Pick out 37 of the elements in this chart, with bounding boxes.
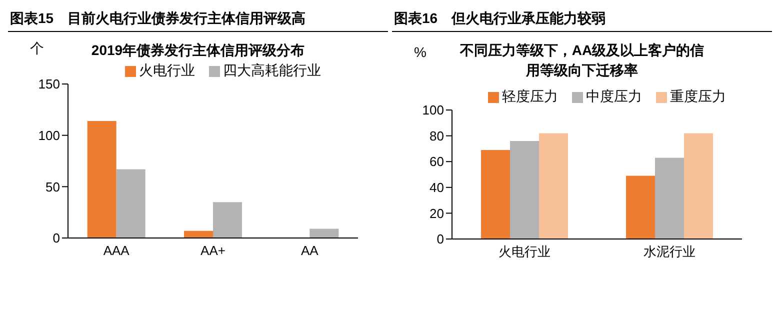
- y-tick-label: 20: [430, 206, 444, 221]
- bar: [116, 169, 146, 238]
- bar: [184, 230, 213, 238]
- x-tick-label: AA+: [200, 243, 226, 258]
- bar: [626, 176, 655, 239]
- x-tick-label: 水泥行业: [644, 244, 696, 260]
- bar: [213, 202, 242, 238]
- y-tick-label: 40: [430, 180, 444, 196]
- bar: [510, 140, 539, 239]
- y-tick-label: 80: [430, 128, 444, 144]
- y-axis-title: %: [414, 44, 426, 60]
- y-tick-label: 50: [46, 179, 60, 194]
- bar: [539, 133, 568, 239]
- chart-subtitle: 不同压力等级下，AA级及以上客户的信用等级向下迁移率: [458, 41, 706, 80]
- bar: [310, 228, 339, 238]
- y-tick-label: 100: [422, 102, 444, 118]
- bar: [481, 150, 510, 239]
- bar: [684, 133, 713, 239]
- y-axis-title: 个: [30, 40, 44, 58]
- chart-title: 图表16 但火电行业承压能力较弱: [392, 8, 772, 32]
- x-tick-label: AAA: [103, 243, 130, 258]
- x-tick-label: 火电行业: [498, 244, 550, 260]
- legend-label: 重度压力: [670, 88, 726, 106]
- y-tick-label: 0: [436, 232, 444, 247]
- y-tick-label: 150: [38, 76, 60, 92]
- y-tick-label: 60: [430, 154, 444, 170]
- bar: [87, 120, 116, 238]
- legend-label: 中度压力: [586, 88, 642, 106]
- bar: [655, 158, 684, 239]
- chart-title: 图表15 目前火电行业债券发行主体信用评级高: [8, 8, 388, 32]
- x-tick-label: AA: [300, 243, 319, 258]
- legend-label: 轻度压力: [502, 88, 558, 106]
- y-tick-label: 100: [38, 128, 60, 143]
- y-tick-label: 0: [52, 230, 60, 246]
- legend-label: 火电行业: [139, 62, 195, 80]
- chart-subtitle: 2019年债券发行主体信用评级分布: [90, 41, 306, 60]
- legend-label: 四大高耗能行业: [223, 62, 321, 80]
